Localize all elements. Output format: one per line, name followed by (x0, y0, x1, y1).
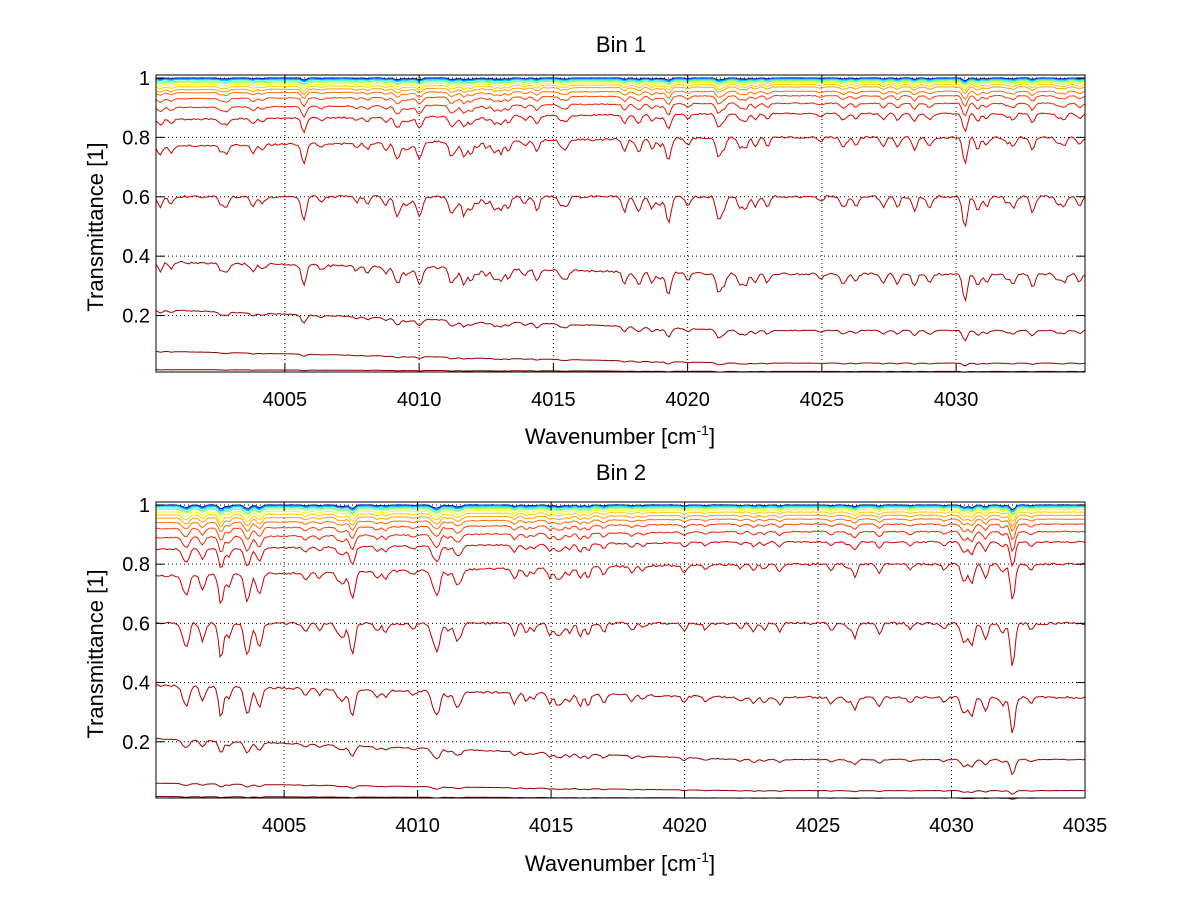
series-line (156, 507, 1086, 516)
x-tick-label: 4020 (662, 815, 707, 837)
plot-area-frame (155, 501, 1086, 799)
y-tick-label: 0.4 (122, 673, 150, 695)
series-line (155, 79, 1086, 85)
x-tick-label: 4020 (665, 389, 710, 411)
series-line (155, 194, 1086, 228)
series-line (155, 782, 1086, 795)
series-line (155, 508, 1086, 519)
series-line (155, 80, 1086, 86)
grid (156, 502, 1086, 798)
series-line (155, 621, 1086, 667)
y-tick-label: 0.8 (122, 554, 150, 576)
series-line (155, 81, 1086, 89)
x-tick-label: 4030 (934, 389, 979, 411)
series-line (155, 511, 1085, 523)
y-tick-label: 0.2 (122, 306, 150, 328)
x-tick-label: 4010 (395, 815, 440, 837)
y-tick-label: 0.2 (122, 732, 150, 754)
series-line (155, 86, 1086, 96)
x-tick-label: 4010 (397, 389, 442, 411)
x-tick-label: 4015 (529, 815, 574, 837)
chart-title: Bin 1 (596, 32, 646, 57)
series-line (155, 350, 1086, 367)
series-line (155, 135, 1086, 166)
x-axis-label-end: ] (709, 851, 715, 876)
y-tick-label: 0.4 (122, 246, 150, 268)
series-line (155, 737, 1086, 776)
x-axis-label-exponent: -1 (697, 422, 710, 438)
series-line (155, 505, 1085, 513)
x-axis-label: Wavenumber [cm-1] (525, 422, 715, 449)
x-tick-label: 4015 (531, 389, 576, 411)
ticks: 4005 4010 4015 4020 4025 4030 4035 0.2 0.4 0.6 0.8… (122, 495, 1107, 837)
series-line (155, 514, 1086, 528)
y-axis-label: Transmittance [1] (83, 569, 108, 738)
plot-area-frame (155, 74, 1086, 373)
series-line (155, 83, 1086, 92)
series-line (155, 102, 1086, 119)
series-line (155, 530, 1086, 553)
x-axis-label-exponent: -1 (697, 849, 710, 865)
y-tick-label: 0.8 (122, 127, 150, 149)
ticks: 4005 4010 4015 4020 4025 4030 0.2 0.4 0.6 0.8 1 (122, 68, 1085, 411)
series-line (155, 540, 1086, 568)
x-tick-label: 4025 (800, 389, 845, 411)
series-line (156, 506, 1086, 515)
series-line (155, 562, 1086, 605)
series-line (155, 94, 1086, 108)
y-tick-label: 1 (139, 68, 150, 90)
x-tick-label: 4005 (262, 815, 307, 837)
x-axis-label: Wavenumber [cm-1] (525, 849, 715, 876)
y-tick-label: 1 (139, 495, 150, 517)
x-axis-label-end: ] (709, 424, 715, 449)
series-line (155, 78, 1086, 84)
x-tick-label: 4030 (929, 815, 974, 837)
series-group (155, 504, 1086, 800)
series-line (155, 309, 1086, 342)
x-axis-label-text: Wavenumber [cm (525, 851, 697, 876)
series-line (155, 112, 1086, 134)
series-line (155, 90, 1086, 101)
series-line (155, 518, 1085, 533)
series-line (155, 260, 1086, 303)
x-tick-label: 4035 (1063, 815, 1108, 837)
x-tick-label: 4005 (263, 389, 308, 411)
series-line (155, 684, 1086, 734)
chart-title: Bin 2 (596, 460, 646, 485)
x-tick-label: 4025 (796, 815, 841, 837)
y-tick-label: 0.6 (122, 187, 150, 209)
x-axis-label-text: Wavenumber [cm (525, 424, 697, 449)
y-tick-label: 0.6 (122, 613, 150, 635)
series-line (155, 523, 1086, 541)
chart-bin-2: Bin 2 Transmittance [1] Wavenumber [cm-1… (83, 460, 1107, 876)
series-group (155, 77, 1086, 373)
y-axis-label: Transmittance [1] (83, 142, 108, 311)
chart-bin-1: Bin 1 Transmittance [1] Wavenumber [cm-1… (83, 32, 1086, 449)
